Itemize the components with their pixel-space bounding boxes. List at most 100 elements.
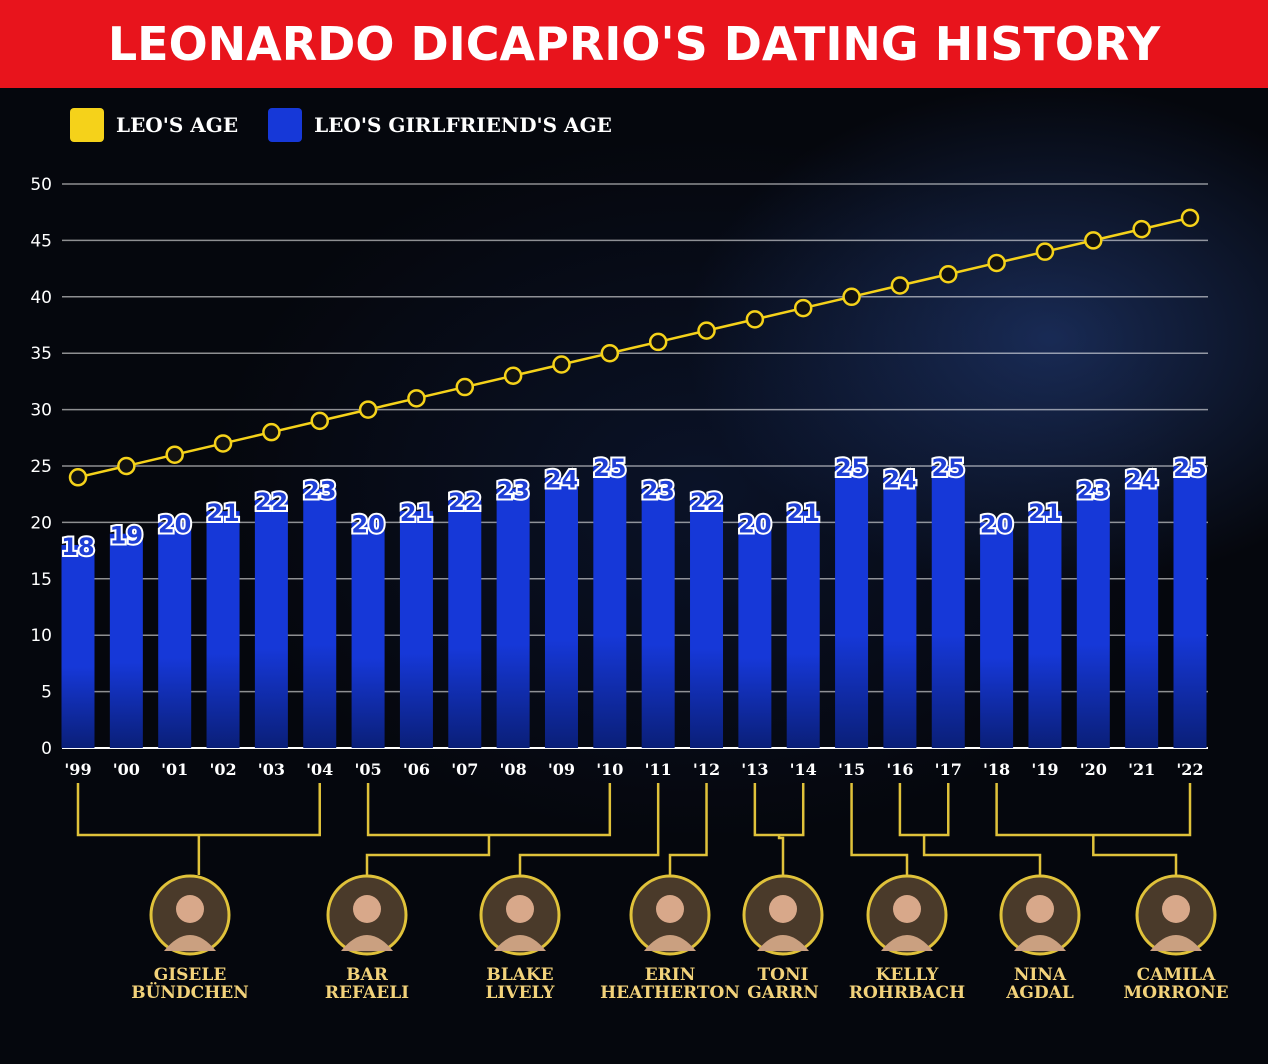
leo-age-point bbox=[600, 343, 620, 363]
bar bbox=[1028, 511, 1062, 748]
avatar-shoulders bbox=[341, 935, 393, 951]
leo-age-point bbox=[697, 321, 716, 340]
x-tick-label: '22 bbox=[1176, 760, 1203, 779]
y-tick-label: 5 bbox=[41, 683, 52, 703]
leo-age-line bbox=[77, 216, 1191, 479]
x-tick-label: '18 bbox=[983, 760, 1010, 779]
leo-age-point bbox=[455, 377, 475, 397]
y-tick-label: 15 bbox=[30, 570, 52, 590]
bar-value-label: 20 bbox=[738, 510, 771, 538]
bar bbox=[786, 511, 820, 748]
bar-value-label: 19 bbox=[110, 522, 143, 550]
bar bbox=[544, 477, 578, 748]
title-banner: LEONARDO DICAPRIO'S DATING HISTORY bbox=[0, 0, 1268, 88]
bar-value-label: 18 bbox=[61, 533, 94, 561]
x-tick-label: '08 bbox=[500, 760, 527, 779]
bar-value-label: 25 bbox=[835, 454, 868, 482]
chart-title: LEONARDO DICAPRIO'S DATING HISTORY bbox=[107, 17, 1161, 71]
x-tick-label: '13 bbox=[741, 760, 768, 779]
bar bbox=[690, 499, 724, 748]
bar-value-label: 22 bbox=[690, 488, 723, 516]
girlfriend-name-line2: AGDAL bbox=[1005, 983, 1074, 1003]
bar bbox=[254, 499, 288, 748]
bar bbox=[1173, 466, 1207, 748]
girlfriend-name-line2: GARRN bbox=[747, 983, 819, 1003]
x-tick-label: '11 bbox=[645, 760, 672, 779]
girlfriend-name-line1: TONI bbox=[758, 965, 809, 985]
bar-value-label: 24 bbox=[883, 465, 916, 493]
leo-age-point bbox=[552, 355, 571, 374]
bar bbox=[980, 522, 1014, 748]
avatar-shoulders bbox=[757, 935, 809, 951]
leo-age-point bbox=[939, 264, 958, 284]
avatar-face bbox=[353, 895, 381, 923]
leo-age-point bbox=[165, 445, 184, 464]
bar bbox=[399, 511, 433, 748]
y-tick-label: 40 bbox=[30, 288, 52, 308]
bar bbox=[835, 466, 869, 748]
leo-age-point bbox=[890, 276, 910, 295]
girlfriend-name-line2: MORRONE bbox=[1123, 983, 1228, 1003]
avatar-face bbox=[1026, 895, 1054, 923]
avatar-face bbox=[769, 895, 797, 923]
x-tick-label: '17 bbox=[935, 760, 962, 779]
girlfriend-name-line2: BÜNDCHEN bbox=[131, 982, 249, 1003]
x-tick-label: '01 bbox=[161, 760, 188, 779]
connector bbox=[922, 835, 1042, 875]
leo-age-point bbox=[68, 468, 88, 487]
x-tick-label: '14 bbox=[790, 760, 817, 779]
bar-value-label: 23 bbox=[1077, 477, 1110, 505]
leo-age-point bbox=[1035, 242, 1055, 261]
bar bbox=[206, 511, 240, 748]
girlfriend-name-line1: ERIN bbox=[645, 965, 696, 985]
connector bbox=[1092, 835, 1178, 875]
connector bbox=[518, 783, 660, 875]
bar-value-label: 22 bbox=[448, 488, 481, 516]
girlfriend-name-line1: KELLY bbox=[876, 965, 940, 985]
avatar-face bbox=[176, 895, 204, 923]
leo-age-point bbox=[503, 366, 523, 386]
avatar-face bbox=[506, 895, 534, 923]
leo-age-point bbox=[213, 434, 233, 453]
bar-value-label: 25 bbox=[932, 454, 965, 482]
bar-value-label: 25 bbox=[1173, 454, 1206, 482]
avatar-face bbox=[1162, 895, 1190, 923]
bar-value-label: 21 bbox=[1028, 499, 1061, 527]
bar-value-label: 21 bbox=[400, 499, 433, 527]
connector bbox=[850, 783, 909, 875]
bracket bbox=[898, 783, 950, 837]
girlfriend-name-line2: HEATHERTON bbox=[600, 983, 740, 1003]
bar-value-label: 25 bbox=[593, 454, 626, 482]
y-tick-label: 50 bbox=[30, 175, 52, 195]
x-tick-label: '20 bbox=[1080, 760, 1107, 779]
bar bbox=[61, 544, 95, 748]
bar bbox=[303, 488, 337, 748]
bar bbox=[931, 466, 965, 748]
bracket bbox=[76, 783, 321, 837]
y-tick-label: 10 bbox=[30, 626, 52, 646]
y-tick-label: 35 bbox=[30, 344, 52, 364]
leo-age-point bbox=[358, 400, 378, 419]
avatar-shoulders bbox=[644, 935, 696, 951]
x-tick-label: '10 bbox=[596, 760, 623, 779]
avatar-shoulders bbox=[1150, 935, 1202, 951]
bar-value-label: 23 bbox=[496, 477, 529, 505]
y-tick-label: 20 bbox=[30, 513, 52, 533]
legend-label-leo-age: LEO'S AGE bbox=[116, 113, 239, 137]
girlfriend-name-line2: ROHRBACH bbox=[849, 983, 965, 1003]
leo-age-point bbox=[1132, 219, 1151, 239]
girlfriend-name-line1: GISELE bbox=[154, 965, 227, 985]
bar bbox=[1125, 477, 1159, 748]
leo-age-point bbox=[842, 287, 861, 307]
connector bbox=[668, 783, 708, 875]
x-tick-label: '12 bbox=[693, 760, 720, 779]
x-tick-label: '04 bbox=[306, 760, 333, 779]
bar bbox=[496, 488, 530, 748]
avatar-face bbox=[656, 895, 684, 923]
x-tick-label: '15 bbox=[838, 760, 865, 779]
girlfriend-name-line1: BLAKE bbox=[486, 965, 553, 985]
x-tick-label: '99 bbox=[64, 760, 91, 779]
leo-age-point bbox=[1084, 231, 1103, 250]
bar bbox=[109, 533, 143, 748]
